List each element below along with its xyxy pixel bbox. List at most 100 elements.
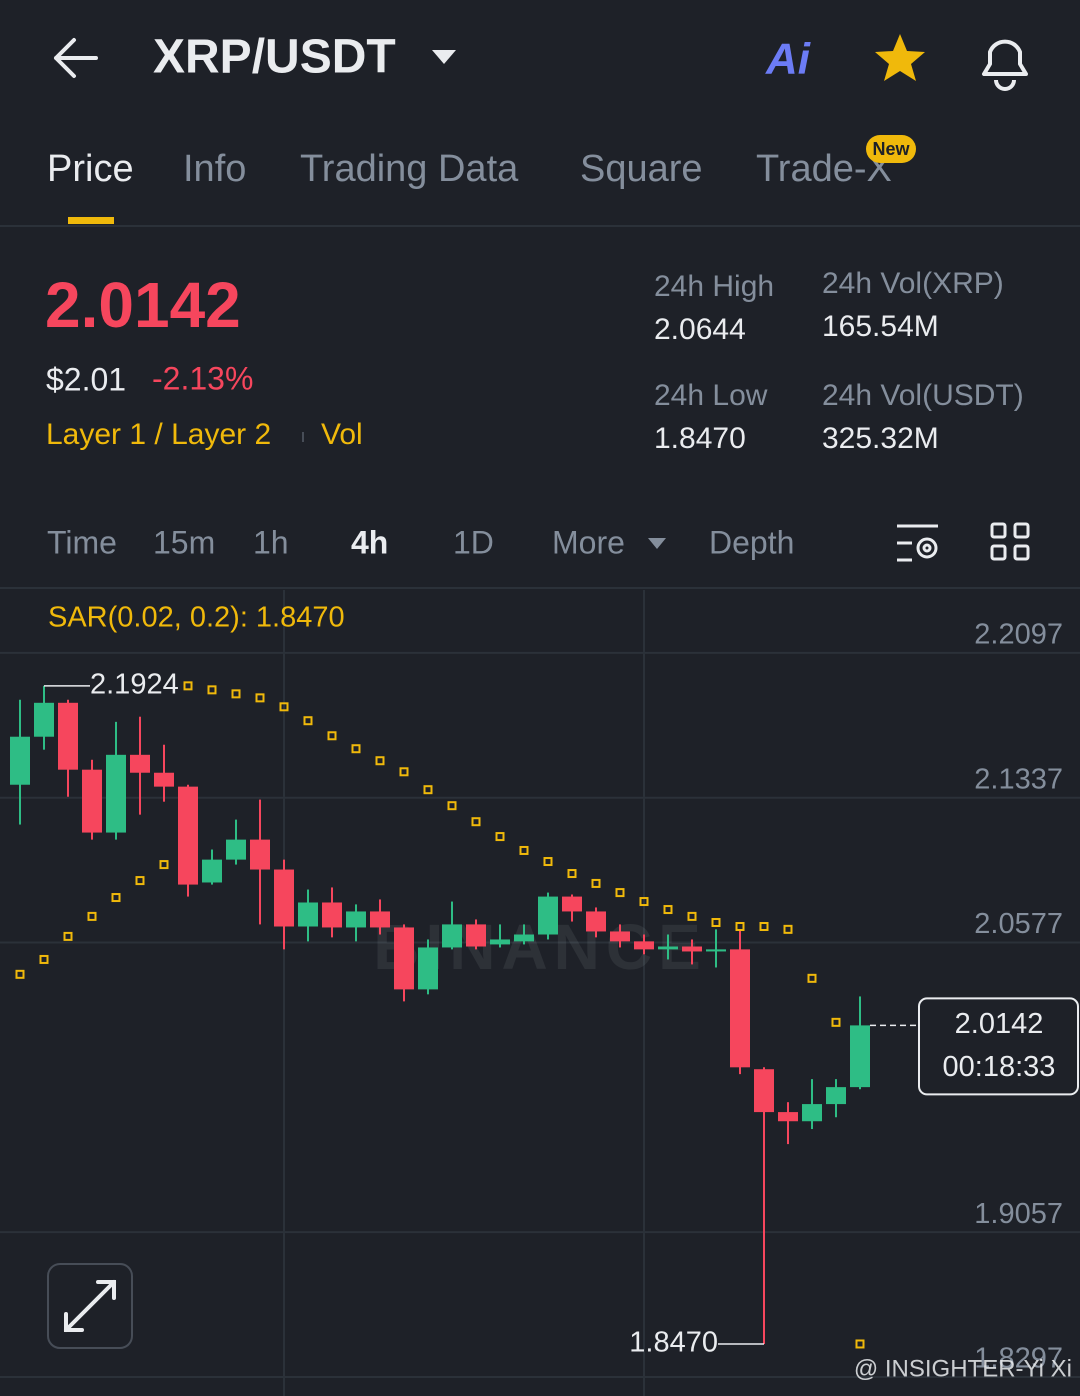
stat-value: 2.0644 [654, 313, 746, 346]
stat-label: 24h High [654, 270, 774, 303]
tag[interactable]: Vol [321, 418, 363, 451]
candle-body [730, 949, 750, 1068]
tab[interactable]: Price [47, 148, 134, 190]
sar-dot [183, 681, 193, 691]
y-tick-label: 2.1337 [974, 763, 1063, 795]
sar-dot [423, 785, 433, 795]
sar-dot [255, 693, 265, 703]
candle-body [370, 911, 390, 928]
pair-title[interactable]: XRP/USDT [153, 31, 396, 84]
candle-body [394, 927, 414, 990]
tab-indicator [68, 217, 114, 224]
back-button[interactable] [54, 38, 98, 78]
sar-dot [495, 832, 505, 842]
tab[interactable]: Square [580, 148, 703, 190]
sar-dot [591, 878, 601, 888]
sar-dot [783, 924, 793, 934]
interval[interactable]: 1h [253, 524, 289, 560]
sar-dot [399, 767, 409, 777]
interval[interactable]: 1D [453, 524, 494, 560]
sar-dot [111, 893, 121, 903]
alert-bell[interactable] [982, 39, 1028, 91]
candle-body [418, 947, 438, 990]
ai-button[interactable]: Ai [765, 35, 811, 84]
candle-body [706, 949, 726, 952]
candle-body [106, 754, 126, 833]
candle-body [658, 946, 678, 950]
interval[interactable]: Time [47, 524, 117, 560]
fullscreen-button[interactable] [47, 1263, 133, 1349]
credit: @ INSIGHTER-Yi Xi [854, 1355, 1072, 1382]
interval[interactable]: 4h [351, 524, 388, 560]
candle-body [226, 839, 246, 860]
interval[interactable]: Depth [709, 524, 794, 560]
tag[interactable]: Layer 1 / Layer 2 [46, 418, 271, 451]
sar-dot [471, 817, 481, 827]
favorite-star[interactable] [875, 34, 925, 81]
sar-dot [735, 922, 745, 932]
interval[interactable]: More [552, 524, 625, 560]
low-label: 1.8470 [629, 1327, 718, 1359]
candle-body [250, 839, 270, 870]
candle-body [850, 1025, 870, 1088]
sar-dot [327, 731, 337, 741]
badge-bg [866, 135, 916, 163]
candle-body [634, 941, 654, 950]
stats: 24h High 2.0644 24h Vol(XRP) 165.54M 24h Low… [654, 267, 1024, 455]
sar-dot [711, 917, 721, 927]
candle-body [754, 1069, 774, 1113]
more-dropdown[interactable] [648, 538, 666, 549]
candle-body [586, 911, 606, 932]
stat-value: 1.8470 [654, 422, 746, 455]
candle-body [130, 754, 150, 773]
price-change: -2.13% [152, 360, 253, 396]
candle-body [274, 869, 294, 927]
sar-dot [351, 744, 361, 754]
candle-body [562, 896, 582, 912]
candle-body [58, 702, 78, 770]
interval[interactable]: 15m [153, 524, 215, 560]
y-tick-label: 1.9057 [974, 1198, 1063, 1230]
sar-dot [87, 911, 97, 921]
stat-label: 24h Vol(XRP) [822, 267, 1004, 300]
indicator-settings[interactable] [897, 524, 938, 562]
stat-label: 24h Low [654, 379, 768, 412]
sar-dot [279, 702, 289, 712]
sar-dot [39, 954, 49, 964]
high-label: 2.1924 [90, 668, 179, 700]
pair-dropdown[interactable] [432, 50, 456, 64]
candle-body [826, 1087, 846, 1105]
sar-dot [15, 969, 25, 979]
last-price: 2.0142 [45, 269, 241, 341]
candle-body [514, 934, 534, 942]
sar-dot [375, 756, 385, 766]
candle-body [346, 911, 366, 928]
sar-dot [615, 888, 625, 898]
candle-body [538, 896, 558, 935]
y-tick-label: 1.8297 [974, 1343, 1063, 1375]
sar-dot [207, 685, 217, 695]
candle-body [202, 859, 222, 883]
candle-body [34, 702, 54, 737]
y-tick-label: 2.0577 [974, 908, 1063, 940]
sar-dot [543, 857, 553, 867]
tab[interactable]: Trading Data [300, 148, 519, 190]
sar-dot [63, 931, 73, 941]
sar-dot [807, 973, 817, 983]
sar-dot [759, 922, 769, 932]
new-badge: New [872, 139, 910, 159]
sar-dot [135, 876, 145, 886]
plot: 2.1924 1.8470 2.0142 00:18:33 [10, 668, 1079, 1359]
candle-body [802, 1104, 822, 1122]
sar-dot [663, 905, 673, 915]
tab[interactable]: Info [183, 148, 246, 190]
candle-body [82, 769, 102, 833]
candle-body [442, 924, 462, 948]
candle-body [778, 1112, 798, 1122]
candle-body [178, 786, 198, 885]
layout-toggle[interactable] [990, 522, 1030, 561]
